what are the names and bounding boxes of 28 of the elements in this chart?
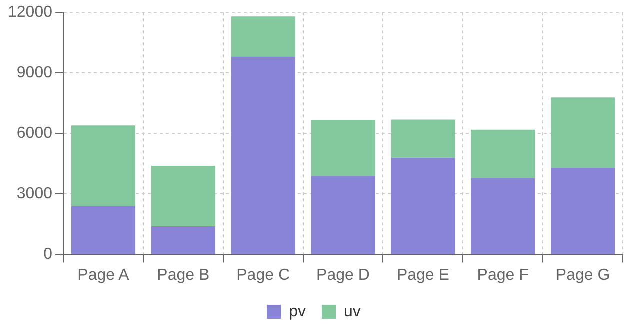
bar xyxy=(71,126,136,206)
bar xyxy=(391,158,456,254)
x-tick-label: Page G xyxy=(556,266,610,284)
y-tick-label: 6000 xyxy=(16,125,53,142)
x-tick-label: Page F xyxy=(477,266,530,284)
legend-label: pv xyxy=(289,303,306,320)
y-tick-label: 3000 xyxy=(16,186,53,203)
bar xyxy=(151,166,216,227)
bar xyxy=(71,206,136,254)
bar xyxy=(231,16,296,58)
x-tick-label: Page D xyxy=(316,266,370,284)
x-tick-label: Page E xyxy=(396,266,450,284)
bar xyxy=(471,178,536,254)
bar xyxy=(311,120,376,176)
x-tick-label: Page C xyxy=(236,266,290,284)
legend-label: uv xyxy=(344,303,361,320)
y-tick-label: 0 xyxy=(44,246,53,264)
bar xyxy=(231,57,296,254)
bar xyxy=(151,226,216,254)
y-tick-label: 12000 xyxy=(8,4,53,22)
bar xyxy=(391,120,456,158)
bar xyxy=(551,98,616,168)
bar xyxy=(551,168,616,254)
y-tick-label: 9000 xyxy=(16,64,53,82)
bar xyxy=(311,176,376,254)
x-tick-label: Page A xyxy=(78,266,130,284)
x-tick-label: Page B xyxy=(157,266,210,284)
bar xyxy=(471,130,536,178)
